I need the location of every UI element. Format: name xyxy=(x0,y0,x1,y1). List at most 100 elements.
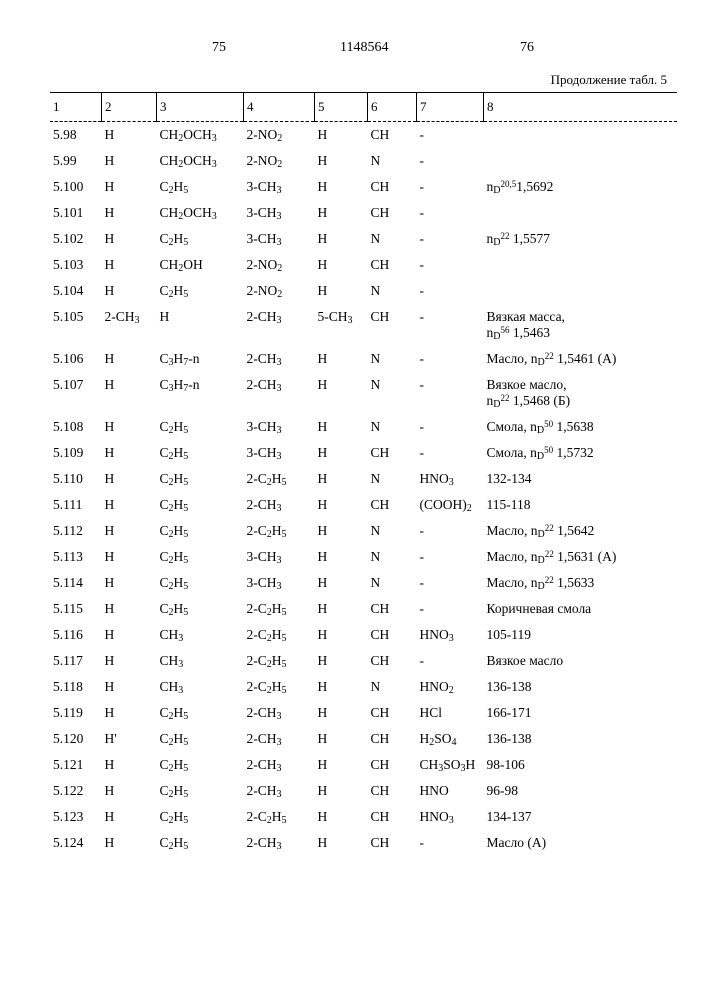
col-1-header: 1 xyxy=(50,93,102,122)
cell-col5: H xyxy=(315,372,368,414)
cell-col8: Вязкое масло,nD22 1,5468 (Б) xyxy=(484,372,678,414)
table-row: 5.103HCH2OH2-NO2HCH- xyxy=(50,252,677,278)
cell-col6: CH xyxy=(368,778,417,804)
cell-col3: CH2OH xyxy=(157,252,244,278)
cell-col8: Вязкое масло xyxy=(484,648,678,674)
col-5-header: 5 xyxy=(315,93,368,122)
table-row: 5.124HC2H52-CH3HCH-Масло (А) xyxy=(50,830,677,856)
cell-col7: - xyxy=(417,544,484,570)
cell-col4: 2-CH3 xyxy=(244,830,315,856)
cell-col3: CH2OCH3 xyxy=(157,200,244,226)
cell-col2: H xyxy=(102,492,157,518)
table-row: 5.122HC2H52-CH3HCHHNO96-98 xyxy=(50,778,677,804)
cell-col7: - xyxy=(417,596,484,622)
cell-col3: H xyxy=(157,304,244,346)
table-row: 5.108HC2H53-CH3HN-Смола, nD50 1,5638 xyxy=(50,414,677,440)
cell-col8: 105-119 xyxy=(484,622,678,648)
cell-col4: 3-CH3 xyxy=(244,440,315,466)
cell-col2: H xyxy=(102,252,157,278)
cell-col1: 5.101 xyxy=(50,200,102,226)
cell-col2: H xyxy=(102,226,157,252)
cell-col4: 2-C2H5 xyxy=(244,518,315,544)
table-row: 5.116HCH32-C2H5HCHHNO3105-119 xyxy=(50,622,677,648)
cell-col7: HNO xyxy=(417,778,484,804)
cell-col3: C2H5 xyxy=(157,226,244,252)
table-body: 5.98HCH2OCH32-NO2HCH-5.99HCH2OCH32-NO2HN… xyxy=(50,122,677,857)
cell-col7: HNO3 xyxy=(417,466,484,492)
cell-col2: H xyxy=(102,278,157,304)
table-row: 5.119HC2H52-CH3HCHHCl166-171 xyxy=(50,700,677,726)
cell-col8: nD20,51,5692 xyxy=(484,174,678,200)
cell-col3: CH3 xyxy=(157,622,244,648)
header-row: 75 1148564 76 xyxy=(50,40,677,62)
cell-col6: CH xyxy=(368,648,417,674)
cell-col4: 2-CH3 xyxy=(244,700,315,726)
cell-col8: 136-138 xyxy=(484,726,678,752)
cell-col7: - xyxy=(417,304,484,346)
cell-col8 xyxy=(484,278,678,304)
cell-col5: H xyxy=(315,226,368,252)
cell-col4: 3-CH3 xyxy=(244,570,315,596)
cell-col4: 3-CH3 xyxy=(244,414,315,440)
cell-col3: CH3 xyxy=(157,648,244,674)
cell-col1: 5.114 xyxy=(50,570,102,596)
table-row: 5.112HC2H52-C2H5HN-Масло, nD22 1,5642 xyxy=(50,518,677,544)
table-row: 5.101HCH2OCH33-CH3HCH- xyxy=(50,200,677,226)
table-row: 5.121HC2H52-CH3HCHCH3SO3H98-106 xyxy=(50,752,677,778)
cell-col6: N xyxy=(368,226,417,252)
cell-col2: H xyxy=(102,122,157,149)
table-row: 5.109HC2H53-CH3HCH-Смола, nD50 1,5732 xyxy=(50,440,677,466)
cell-col8: nD22 1,5577 xyxy=(484,226,678,252)
table-row: 5.115HC2H52-C2H5HCH-Коричневая смола xyxy=(50,596,677,622)
cell-col1: 5.106 xyxy=(50,346,102,372)
cell-col4: 2-CH3 xyxy=(244,778,315,804)
cell-col1: 5.117 xyxy=(50,648,102,674)
table-row: 5.120H'C2H52-CH3HCHH2SO4136-138 xyxy=(50,726,677,752)
cell-col3: C2H5 xyxy=(157,518,244,544)
cell-col6: N xyxy=(368,414,417,440)
cell-col1: 5.119 xyxy=(50,700,102,726)
cell-col3: CH2OCH3 xyxy=(157,122,244,149)
cell-col4: 2-CH3 xyxy=(244,492,315,518)
cell-col4: 2-CH3 xyxy=(244,752,315,778)
table-row: 5.114HC2H53-CH3HN-Масло, nD22 1,5633 xyxy=(50,570,677,596)
cell-col5: H xyxy=(315,122,368,149)
cell-col5: H xyxy=(315,544,368,570)
cell-col5: H xyxy=(315,804,368,830)
cell-col3: C2H5 xyxy=(157,830,244,856)
table-row: 5.111HC2H52-CH3HCH(COOH)2115-118 xyxy=(50,492,677,518)
cell-col2: H xyxy=(102,570,157,596)
cell-col6: CH xyxy=(368,700,417,726)
cell-col3: C2H5 xyxy=(157,466,244,492)
cell-col1: 5.107 xyxy=(50,372,102,414)
cell-col6: CH xyxy=(368,200,417,226)
cell-col8: Масло (А) xyxy=(484,830,678,856)
cell-col7: - xyxy=(417,278,484,304)
cell-col3: C2H5 xyxy=(157,440,244,466)
cell-col5: 5-CH3 xyxy=(315,304,368,346)
cell-col5: H xyxy=(315,648,368,674)
cell-col4: 2-C2H5 xyxy=(244,596,315,622)
table-row: 5.106HC3H7-n2-CH3HN-Масло, nD22 1,5461 (… xyxy=(50,346,677,372)
cell-col5: H xyxy=(315,726,368,752)
cell-col8: 134-137 xyxy=(484,804,678,830)
cell-col1: 5.122 xyxy=(50,778,102,804)
cell-col5: H xyxy=(315,440,368,466)
cell-col8 xyxy=(484,148,678,174)
table-row: 5.1052-CH3H2-CH35-CH3CH-Вязкая масса,nD5… xyxy=(50,304,677,346)
document-number: 1148564 xyxy=(340,40,388,56)
cell-col6: N xyxy=(368,466,417,492)
table-row: 5.102HC2H53-CH3HN-nD22 1,5577 xyxy=(50,226,677,252)
cell-col1: 5.104 xyxy=(50,278,102,304)
cell-col2: H xyxy=(102,804,157,830)
cell-col6: N xyxy=(368,346,417,372)
cell-col2: H xyxy=(102,200,157,226)
cell-col7: - xyxy=(417,440,484,466)
cell-col7: - xyxy=(417,570,484,596)
col-2-header: 2 xyxy=(102,93,157,122)
cell-col2: H xyxy=(102,752,157,778)
cell-col8: Смола, nD50 1,5732 xyxy=(484,440,678,466)
table-head: 1 2 3 4 5 6 7 8 xyxy=(50,93,677,122)
cell-col6: N xyxy=(368,148,417,174)
cell-col1: 5.105 xyxy=(50,304,102,346)
